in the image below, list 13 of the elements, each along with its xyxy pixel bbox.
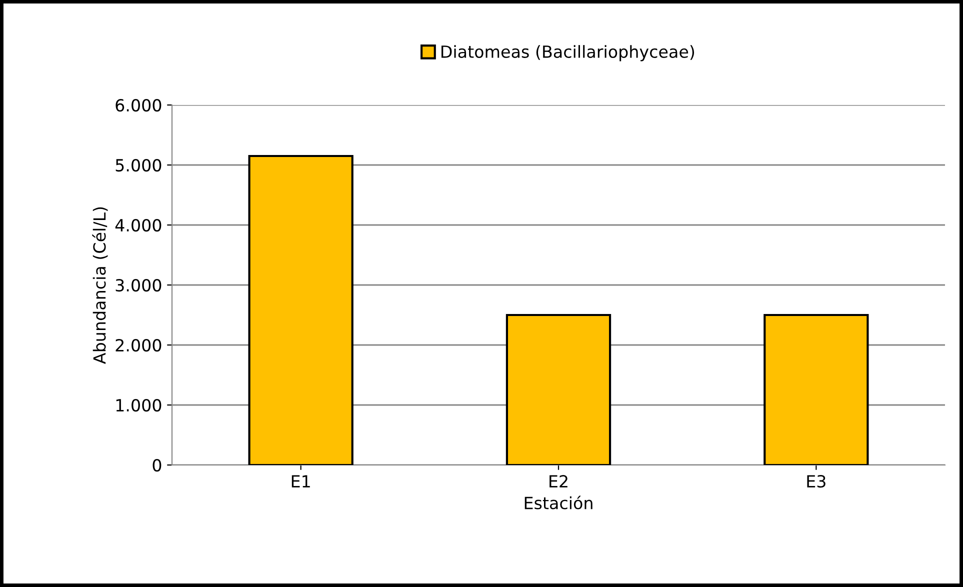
- y-tick-label: 3.000: [116, 278, 162, 292]
- x-tick-label: E2: [550, 475, 568, 488]
- y-tick-label: 2.000: [116, 338, 162, 352]
- y-tick-label: 6.000: [116, 98, 162, 112]
- x-axis-title: Estación: [524, 496, 592, 510]
- y-tick-label: 5.000: [116, 158, 162, 172]
- legend-label: Diatomeas (Bacillariophyceae): [442, 45, 694, 62]
- y-tick-label: 0: [152, 458, 162, 472]
- x-tick-label: E1: [292, 475, 310, 488]
- y-tick-label: 1.000: [116, 398, 162, 412]
- y-tick-label: 4.000: [115, 218, 162, 232]
- y-axis-title: Abundancia (Cél/L): [92, 207, 108, 364]
- x-tick-label: E3: [807, 475, 826, 488]
